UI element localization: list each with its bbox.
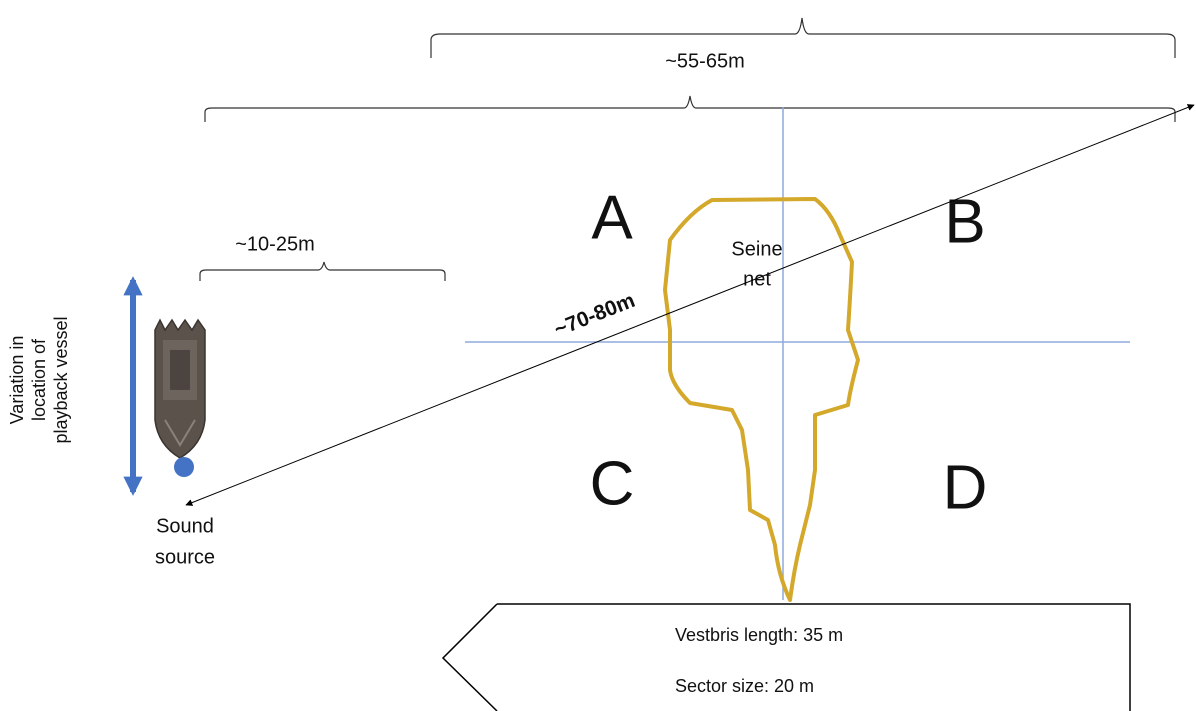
info-text: Vestbris length: 35 m <box>675 625 843 645</box>
sector-label: B <box>944 187 985 256</box>
vessel-label: Variation in location of playback vessel <box>7 316 71 443</box>
offset-label: ~10-25m <box>235 233 315 255</box>
sound-source <box>174 457 194 477</box>
vessel-label-line: playback vessel <box>51 316 71 443</box>
span-label: ~55-65m <box>665 50 745 72</box>
info-text: Sector size: 20 m <box>675 676 814 696</box>
distance-label: ~70-80m <box>551 289 638 342</box>
sector-label: C <box>590 449 635 518</box>
vessel <box>154 318 206 459</box>
source-label: Sound <box>156 515 214 537</box>
sector-label: D <box>943 453 988 522</box>
sector-label: A <box>591 183 633 252</box>
net-label: Seine <box>731 238 782 260</box>
vessel-label-line: location of <box>29 338 49 421</box>
brace-outer <box>430 17 1176 58</box>
vessel-box <box>441 603 1131 711</box>
brace-mid <box>204 95 1176 122</box>
net-label: net <box>743 268 771 290</box>
source-label: source <box>155 546 215 568</box>
brace-offset <box>199 261 446 281</box>
distance-arrow <box>185 104 1195 506</box>
vessel-label-line: Variation in <box>7 336 27 425</box>
